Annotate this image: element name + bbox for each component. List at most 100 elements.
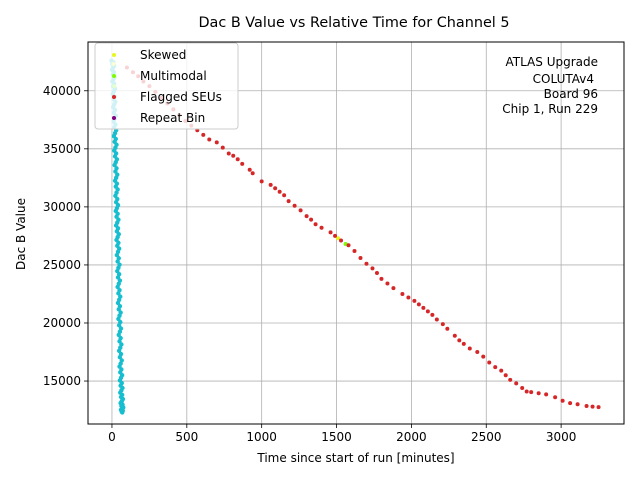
point-flagged-seus [370, 266, 375, 271]
point-flagged-seus [425, 309, 430, 314]
point-flagged-seus [346, 243, 351, 248]
point-flagged-seus [445, 326, 450, 331]
point-flagged-seus [328, 230, 333, 235]
point-flagged-seus [568, 401, 573, 406]
legend: Skewed Multimodal Flagged SEUs Repeat Bi… [94, 42, 239, 130]
point-normal [117, 355, 123, 360]
point-normal [120, 410, 125, 415]
point-flagged-seus [461, 341, 466, 346]
point-flagged-seus [430, 312, 435, 317]
point-flagged-seus [487, 360, 492, 365]
point-flagged-seus [201, 132, 206, 137]
point-normal [116, 348, 122, 354]
point-normal [116, 316, 121, 322]
annotation-line-4: Chip 1, Run 229 [502, 102, 598, 116]
point-flagged-seus [440, 322, 445, 327]
point-flagged-seus [207, 137, 212, 142]
point-flagged-seus [590, 404, 595, 409]
point-flagged-seus [406, 295, 411, 300]
annotation: ATLAS Upgrade COLUTAv4 Board 96 Chip 1, … [502, 55, 598, 116]
legend-label-skewed: Skewed [140, 48, 186, 62]
legend-marker-skewed [112, 53, 116, 57]
point-flagged-seus [313, 222, 318, 227]
point-normal [115, 268, 120, 274]
point-flagged-seus [493, 365, 498, 370]
point-flagged-seus [292, 203, 297, 208]
point-normal [115, 259, 120, 264]
point-flagged-seus [358, 255, 363, 260]
x-tick-label: 2000 [396, 430, 427, 444]
point-flagged-seus [240, 161, 245, 166]
point-flagged-seus [584, 404, 589, 409]
point-flagged-seus [457, 338, 462, 343]
point-flagged-seus [339, 238, 344, 243]
annotation-line-3: Board 96 [544, 87, 598, 101]
y-axis-label: Dac B Value [14, 198, 28, 270]
point-flagged-seus [400, 291, 405, 296]
point-flagged-seus [416, 302, 421, 307]
point-flagged-seus [596, 405, 601, 410]
point-flagged-seus [304, 214, 309, 219]
point-flagged-seus [421, 305, 426, 310]
point-flagged-seus [214, 140, 219, 145]
point-flagged-seus [544, 392, 549, 397]
point-flagged-seus [247, 167, 252, 172]
x-tick-label: 0 [108, 430, 116, 444]
point-flagged-seus [560, 398, 565, 403]
point-flagged-seus [452, 333, 457, 338]
point-flagged-seus [259, 179, 264, 184]
point-flagged-seus [352, 248, 357, 253]
x-tick-label: 3000 [546, 430, 577, 444]
chart-title: Dac B Value vs Relative Time for Channel… [198, 15, 509, 31]
x-tick-label: 500 [175, 430, 198, 444]
point-normal [116, 307, 121, 312]
point-flagged-seus [514, 381, 519, 386]
point-flagged-seus [268, 182, 273, 187]
ticks: 0 500 1000 1500 2000 2500 3000 15000 20000 25000 3… [43, 84, 577, 444]
point-flagged-seus [524, 389, 529, 394]
legend-label-flagged: Flagged SEUs [140, 90, 222, 104]
x-tick-label: 1000 [246, 430, 277, 444]
point-normal [113, 169, 118, 174]
point-normal [116, 332, 121, 338]
y-tick-label: 30000 [43, 200, 81, 214]
point-flagged-seus [379, 276, 384, 281]
point-flagged-seus [412, 298, 417, 303]
point-flagged-seus [536, 391, 541, 396]
legend-marker-multimodal [112, 74, 116, 78]
point-skewed [336, 236, 341, 241]
annotation-line-1: ATLAS Upgrade [505, 55, 598, 69]
point-flagged-seus [364, 261, 369, 266]
legend-label-multimodal: Multimodal [140, 69, 207, 83]
point-flagged-seus [553, 395, 558, 400]
point-normal [116, 323, 122, 328]
point-normal [117, 339, 122, 344]
point-flagged-seus [226, 151, 231, 156]
point-flagged-seus [231, 153, 236, 158]
point-normal [116, 291, 121, 296]
point-flagged-seus [475, 350, 480, 355]
legend-box [94, 42, 239, 130]
point-normal [113, 193, 118, 199]
point-flagged-seus [391, 286, 396, 291]
x-axis-label: Time since start of run [minutes] [256, 451, 454, 465]
point-flagged-seus [385, 281, 390, 286]
point-flagged-seus [220, 145, 225, 150]
point-flagged-seus [529, 390, 534, 395]
point-flagged-seus [503, 373, 508, 378]
annotation-line-2: COLUTAv4 [533, 72, 594, 86]
point-flagged-seus [481, 354, 486, 359]
point-flagged-seus [575, 402, 580, 407]
point-flagged-seus [374, 271, 379, 276]
point-normal [114, 252, 120, 258]
x-tick-label: 2500 [471, 430, 502, 444]
point-flagged-seus [298, 208, 303, 213]
point-flagged-seus [235, 157, 240, 162]
point-multimodal [343, 242, 348, 247]
x-tick-label: 1500 [321, 430, 352, 444]
point-flagged-seus [309, 217, 314, 222]
point-flagged-seus [319, 225, 324, 230]
point-normal [115, 275, 121, 280]
y-tick-label: 25000 [43, 258, 81, 272]
